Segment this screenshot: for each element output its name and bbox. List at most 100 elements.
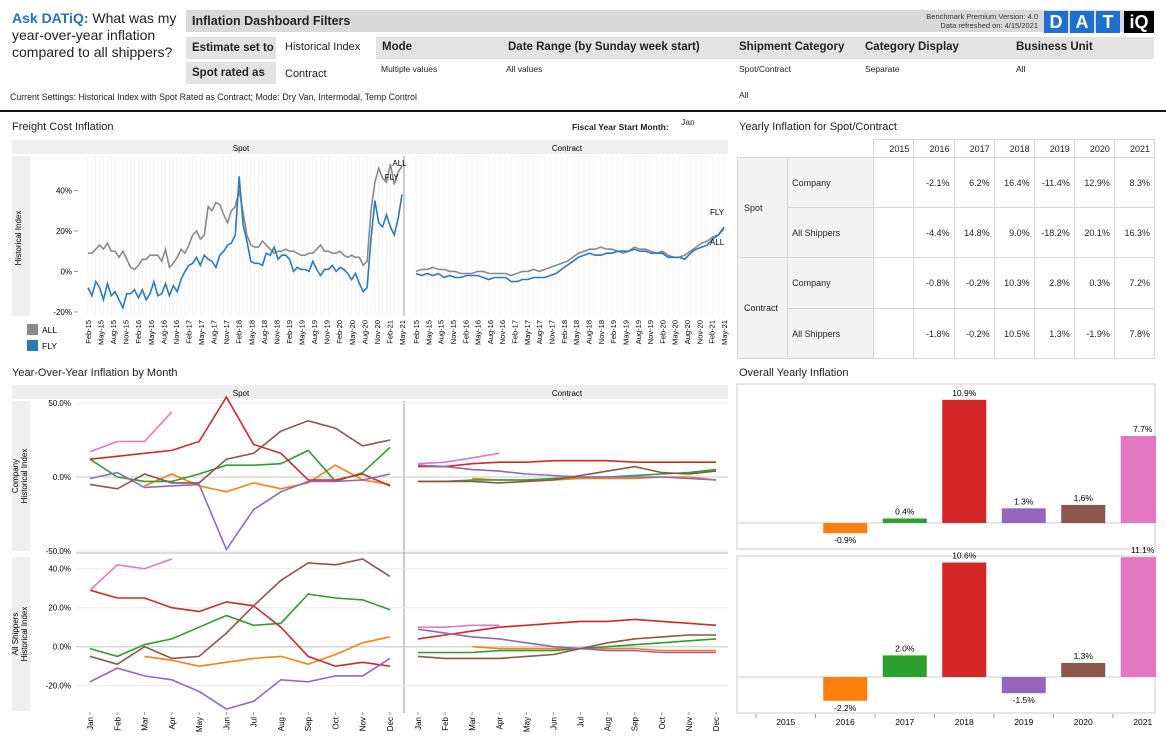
shipment-category-header: Shipment Category bbox=[739, 41, 845, 53]
table-cell: -0.8% bbox=[913, 257, 955, 309]
freight-xtick-label: Feb-19 bbox=[285, 320, 294, 344]
yoy-series-2016-shippers-spot[interactable] bbox=[144, 636, 391, 668]
overall-bar-company-2016[interactable] bbox=[823, 523, 868, 534]
freight-xtick-label: Aug-16 bbox=[486, 320, 495, 344]
legend-fly-swatch[interactable] bbox=[27, 340, 38, 351]
table-cell: -2.1% bbox=[913, 157, 955, 208]
freight-xtick-label: May-15 bbox=[97, 320, 106, 345]
yoy-month-label: Dec bbox=[386, 717, 395, 731]
freight-xtick-label: Nov-20 bbox=[695, 320, 704, 344]
overall-bar-company-2018[interactable] bbox=[942, 399, 987, 523]
yoy-series-2021-shippers-contract[interactable] bbox=[418, 624, 500, 628]
table-cell: 7.8% bbox=[1113, 308, 1156, 359]
yoy-series-2018-shippers-contract[interactable] bbox=[417, 618, 717, 640]
yoy-series-2021-shippers-spot[interactable] bbox=[89, 558, 173, 591]
company-ylabel-2: Historical Index bbox=[20, 449, 29, 504]
freight-series-fly-spot[interactable] bbox=[87, 176, 403, 311]
estimate-value[interactable]: Historical Index bbox=[285, 41, 361, 53]
overall-bar-label: 10.6% bbox=[952, 551, 977, 561]
yoy-series-2019-company-spot[interactable] bbox=[89, 471, 391, 552]
overall-bar-shippers-2018[interactable] bbox=[942, 562, 987, 677]
table-cell: 7.2% bbox=[1113, 257, 1156, 309]
overall-bar-label: -2.2% bbox=[834, 703, 857, 713]
overall-bar-shippers-2017[interactable] bbox=[882, 655, 927, 677]
yoy-month-label: Dec bbox=[712, 717, 721, 731]
table-row: Spot Company -2.1% 6.2% 16.4% -11.4% 12.… bbox=[736, 157, 1156, 258]
overall-bar-company-2021[interactable] bbox=[1120, 435, 1156, 523]
shipment-category-filter-2[interactable]: All bbox=[739, 90, 749, 100]
table-row: All Shippers -4.4% 14.8% 9.0% -18.2% 20.… bbox=[738, 207, 1156, 258]
freight-xtick-label: Aug-15 bbox=[109, 320, 118, 344]
table-cell: -1.8% bbox=[913, 308, 955, 359]
yoy-month-label: Mar bbox=[141, 717, 150, 731]
freight-ylabel: Historical Index bbox=[14, 211, 23, 266]
year-header: 2021 bbox=[1113, 139, 1156, 158]
year-header: 2016 bbox=[913, 139, 955, 158]
yoy-series-2020-shippers-spot[interactable] bbox=[89, 558, 391, 666]
overall-bar-label: 0.4% bbox=[895, 506, 915, 516]
filter-columns-header bbox=[376, 37, 1154, 59]
yoy-spot-header: Spot bbox=[233, 389, 250, 398]
overall-bar-shippers-2020[interactable] bbox=[1061, 662, 1106, 677]
legend-all-label[interactable]: ALL bbox=[42, 325, 57, 335]
freight-xtick-label: Feb-17 bbox=[511, 320, 520, 344]
yoy-series-2020-company-spot[interactable] bbox=[89, 419, 391, 490]
yoy-series-2021-company-contract[interactable] bbox=[417, 452, 500, 465]
business-unit-filter[interactable]: All bbox=[1016, 64, 1026, 74]
yoy-series-2016-company-spot[interactable] bbox=[144, 464, 391, 493]
yoy-series-2019-shippers-contract[interactable] bbox=[417, 628, 716, 654]
yoy-series-2019-shippers-spot[interactable] bbox=[89, 657, 391, 710]
shipment-category-filter[interactable]: Spot/Contract bbox=[739, 64, 791, 74]
freight-series-all-spot[interactable] bbox=[88, 163, 403, 271]
freight-xtick-label: Aug-20 bbox=[683, 320, 692, 344]
category-display-filter[interactable]: Separate bbox=[865, 64, 900, 74]
table-cell: 9.0% bbox=[993, 207, 1035, 258]
yoy-ytick-label: 0.0% bbox=[53, 473, 71, 482]
spot-rated-value[interactable]: Contract bbox=[285, 68, 327, 80]
freight-xtick-label: Aug-19 bbox=[634, 320, 643, 344]
freight-series-fly-contract[interactable] bbox=[415, 226, 725, 283]
yoy-series-2020-shippers-contract[interactable] bbox=[417, 634, 716, 660]
yoy-series-2018-shippers-spot[interactable] bbox=[89, 589, 391, 668]
overall-bar-company-2020[interactable] bbox=[1061, 504, 1106, 523]
overall-bar-shippers-2019[interactable] bbox=[1001, 677, 1046, 694]
overall-bar-company-2019[interactable] bbox=[1001, 508, 1046, 523]
overall-bar-shippers-2016[interactable] bbox=[823, 677, 868, 701]
logo-letter-d: D bbox=[1044, 11, 1068, 33]
logo-letter-t: T bbox=[1096, 11, 1120, 33]
yoy-ytick-label: 20.0% bbox=[48, 604, 71, 613]
yoy-series-2018-company-spot[interactable] bbox=[89, 395, 391, 487]
overall-bar-shippers-2021[interactable] bbox=[1120, 557, 1156, 677]
legend-all-swatch[interactable] bbox=[27, 324, 38, 335]
yoy-series-2017-company-spot[interactable] bbox=[89, 446, 391, 483]
table-cell: -0.2% bbox=[953, 257, 995, 309]
overall-bar-company-2017[interactable] bbox=[882, 518, 927, 523]
yoy-series-2016-shippers-contract[interactable] bbox=[472, 645, 716, 652]
date-range-filter[interactable]: All values bbox=[506, 64, 543, 74]
yoy-series-2019-company-contract[interactable] bbox=[417, 464, 717, 481]
freight-xtick-label: May-19 bbox=[298, 320, 307, 345]
overall-year-label: 2016 bbox=[836, 717, 855, 727]
overall-title: Overall Yearly Inflation bbox=[739, 367, 849, 379]
table-cell: -1.9% bbox=[1073, 308, 1115, 359]
fiscal-value[interactable]: Jan bbox=[681, 117, 695, 127]
yoy-ytick-label: 40.0% bbox=[48, 565, 71, 574]
yoy-series-2020-company-contract[interactable] bbox=[418, 465, 717, 484]
legend-fly-label[interactable]: FLY bbox=[42, 341, 57, 351]
yoy-month-label: Sep bbox=[304, 716, 313, 731]
freight-xtick-label: Nov-17 bbox=[222, 320, 231, 344]
mode-filter[interactable]: Multiple values bbox=[381, 64, 438, 74]
company-ylabel-bg bbox=[12, 401, 30, 551]
freight-xtick-label: Feb-16 bbox=[461, 320, 470, 344]
freight-series-all-contract[interactable] bbox=[415, 228, 725, 277]
yoy-series-2017-shippers-contract[interactable] bbox=[418, 638, 717, 654]
yoy-series-2018-company-contract[interactable] bbox=[418, 459, 716, 468]
yoy-month-label: Jul bbox=[250, 717, 259, 727]
yoy-series-2021-company-spot[interactable] bbox=[89, 411, 173, 453]
table-cell: -4.4% bbox=[913, 207, 955, 258]
table-cell bbox=[873, 308, 915, 359]
yoy-month-label: Nov bbox=[359, 717, 368, 731]
freight-xtick-label: Feb-19 bbox=[609, 320, 618, 344]
table-cell: 12.9% bbox=[1073, 157, 1115, 208]
yoy-title: Year-Over-Year Inflation by Month bbox=[12, 367, 178, 379]
